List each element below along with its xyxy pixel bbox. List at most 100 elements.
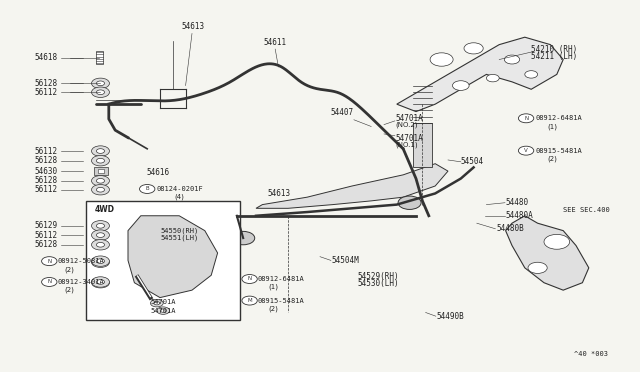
Circle shape	[92, 240, 109, 250]
Bar	[413, 123, 432, 167]
Text: 56129: 56129	[35, 221, 58, 230]
Circle shape	[464, 43, 483, 54]
Text: 08124-0201F: 08124-0201F	[157, 186, 204, 192]
Circle shape	[42, 278, 57, 286]
Text: (2): (2)	[547, 155, 557, 162]
Text: N: N	[524, 116, 528, 121]
Text: 54616: 54616	[147, 169, 170, 177]
Text: (2): (2)	[64, 287, 74, 294]
Circle shape	[544, 234, 570, 249]
Text: 08912-6481A: 08912-6481A	[535, 115, 582, 121]
Circle shape	[92, 185, 109, 195]
Circle shape	[97, 158, 104, 163]
Text: 08915-5481A: 08915-5481A	[257, 298, 304, 304]
Text: 56112: 56112	[35, 88, 58, 97]
Text: 54407: 54407	[331, 108, 354, 117]
Circle shape	[97, 260, 104, 264]
Text: (NO.1): (NO.1)	[396, 142, 418, 148]
Circle shape	[518, 114, 534, 123]
Text: N: N	[248, 276, 252, 282]
Circle shape	[97, 224, 104, 228]
Circle shape	[398, 196, 421, 209]
Text: N: N	[47, 259, 51, 264]
Circle shape	[160, 309, 166, 312]
Circle shape	[92, 155, 109, 166]
Circle shape	[525, 71, 538, 78]
Text: 08912-6481A: 08912-6481A	[257, 276, 304, 282]
Text: 54701A: 54701A	[396, 114, 423, 123]
Text: 54504M: 54504M	[332, 256, 359, 265]
Circle shape	[92, 78, 109, 89]
Circle shape	[92, 221, 109, 231]
Circle shape	[92, 278, 109, 288]
Text: 54701A: 54701A	[150, 308, 176, 314]
Circle shape	[97, 81, 104, 86]
Circle shape	[42, 257, 57, 266]
Circle shape	[430, 53, 453, 66]
Polygon shape	[506, 216, 589, 290]
Circle shape	[528, 262, 547, 273]
Circle shape	[97, 179, 104, 183]
Text: 56112: 56112	[35, 147, 58, 155]
Bar	[99, 170, 104, 173]
Text: 54211 (LH): 54211 (LH)	[531, 52, 577, 61]
Circle shape	[518, 146, 534, 155]
Circle shape	[242, 275, 257, 283]
Polygon shape	[128, 216, 218, 298]
Text: 54611: 54611	[264, 38, 287, 46]
Text: 54613: 54613	[268, 189, 291, 198]
Circle shape	[92, 256, 109, 266]
Circle shape	[97, 187, 104, 192]
Text: 54210 (RH): 54210 (RH)	[531, 45, 577, 54]
Circle shape	[92, 230, 109, 240]
Circle shape	[140, 185, 155, 193]
Text: 56128: 56128	[35, 176, 58, 185]
Text: 4WD: 4WD	[95, 205, 115, 214]
Text: 54701A: 54701A	[396, 134, 423, 143]
Text: 56112: 56112	[35, 185, 58, 194]
Polygon shape	[397, 37, 563, 112]
Circle shape	[92, 257, 109, 267]
Bar	[96, 51, 102, 64]
Circle shape	[97, 243, 104, 247]
Text: 54529(RH): 54529(RH)	[357, 272, 399, 280]
Text: ^40 *003: ^40 *003	[574, 351, 608, 357]
Text: 56128: 56128	[35, 156, 58, 165]
Text: N: N	[47, 279, 51, 285]
Circle shape	[92, 87, 109, 97]
Circle shape	[154, 301, 160, 305]
Text: 54551(LH): 54551(LH)	[160, 235, 198, 241]
Text: 54618: 54618	[35, 53, 58, 62]
Text: M: M	[247, 298, 252, 303]
Circle shape	[92, 277, 109, 287]
Text: 54480B: 54480B	[496, 224, 524, 233]
Circle shape	[452, 81, 469, 90]
Text: (4): (4)	[174, 194, 184, 201]
Text: (1): (1)	[269, 284, 279, 291]
Circle shape	[97, 259, 104, 263]
Text: 54630: 54630	[35, 167, 58, 176]
Text: SEE SEC.400: SEE SEC.400	[563, 207, 610, 213]
Circle shape	[92, 176, 109, 186]
Circle shape	[97, 280, 104, 285]
Text: 54480: 54480	[506, 198, 529, 207]
Circle shape	[232, 231, 255, 245]
Bar	[86, 201, 240, 320]
Text: 54613: 54613	[182, 22, 205, 31]
Circle shape	[97, 90, 104, 94]
Circle shape	[97, 233, 104, 237]
Text: 56112: 56112	[35, 231, 58, 240]
Text: 54550(RH): 54550(RH)	[160, 227, 198, 234]
Text: 54701A: 54701A	[150, 299, 176, 305]
Circle shape	[150, 299, 163, 307]
Text: (1): (1)	[547, 123, 557, 130]
Text: 08912-3401A: 08912-3401A	[58, 279, 104, 285]
Text: (2): (2)	[269, 305, 278, 312]
Text: 54504: 54504	[461, 157, 484, 166]
Circle shape	[157, 307, 170, 314]
Text: 54480A: 54480A	[506, 211, 533, 220]
Circle shape	[92, 146, 109, 156]
Text: 56128: 56128	[35, 79, 58, 88]
Polygon shape	[256, 164, 448, 208]
Circle shape	[504, 55, 520, 64]
